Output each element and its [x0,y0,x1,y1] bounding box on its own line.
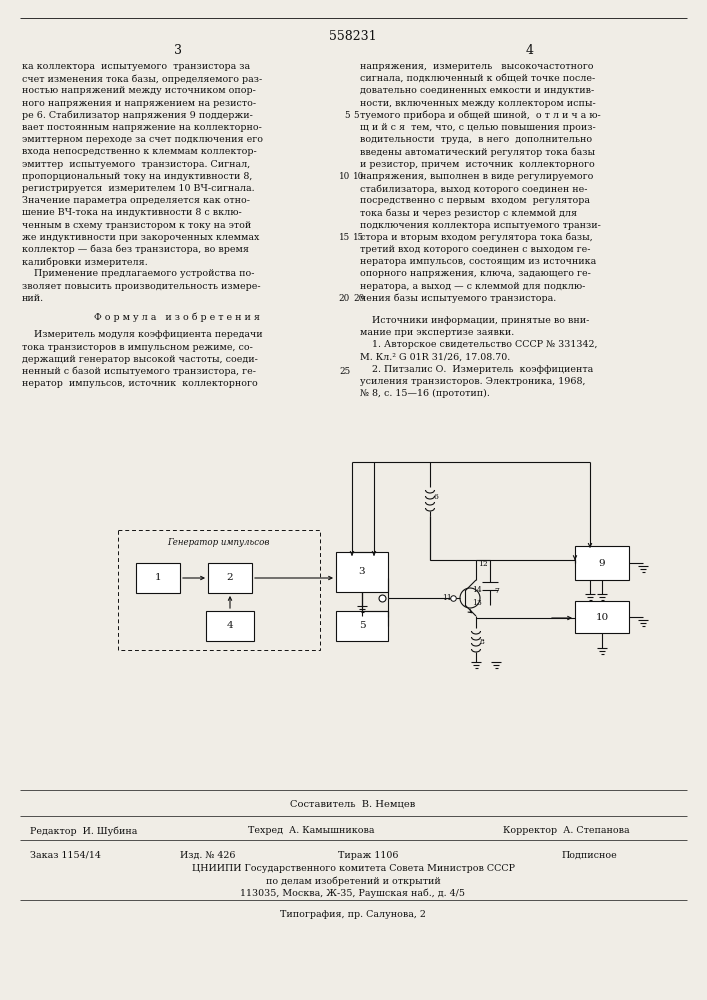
Text: 10: 10 [595,612,609,621]
Text: 3: 3 [358,568,366,576]
Text: Генератор импульсов: Генератор импульсов [167,538,269,547]
Text: тока базы и через резистор с клеммой для: тока базы и через резистор с клеммой для [360,208,577,218]
Text: 6: 6 [434,493,439,501]
Text: 1: 1 [155,574,161,582]
Text: 9: 9 [599,558,605,568]
Text: ного напряжения и напряжением на резисто-: ного напряжения и напряжением на резисто… [22,99,256,108]
Text: 2. Питзалис О.  Измеритель  коэффициента: 2. Питзалис О. Измеритель коэффициента [360,365,593,374]
Text: эмиттерном переходе за счет подключения его: эмиттерном переходе за счет подключения … [22,135,263,144]
Bar [336,552,388,592]
Text: стора и вторым входом регулятора тока базы,: стора и вторым входом регулятора тока ба… [360,233,592,242]
Text: Редактор  И. Шубина: Редактор И. Шубина [30,826,137,836]
Text: Типография, пр. Салунова, 2: Типография, пр. Салунова, 2 [280,910,426,919]
Text: Источники информации, принятые во вни-: Источники информации, принятые во вни- [360,316,590,325]
Text: ченным в схему транзистором к току на этой: ченным в схему транзистором к току на эт… [22,221,251,230]
Text: подключения коллектора испытуемого транзи-: подключения коллектора испытуемого транз… [360,221,601,230]
Bar [136,563,180,593]
Text: Ф о р м у л а   и з о б р е т е н и я: Ф о р м у л а и з о б р е т е н и я [94,312,260,322]
Text: усиления транзисторов. Электроника, 1968,: усиления транзисторов. Электроника, 1968… [360,377,585,386]
Text: введены автоматический регулятор тока базы: введены автоматический регулятор тока ба… [360,147,595,157]
Text: третий вход которого соединен с выходом ге-: третий вход которого соединен с выходом … [360,245,590,254]
Text: опорного напряжения, ключа, задающего ге-: опорного напряжения, ключа, задающего ге… [360,269,591,278]
Text: 20: 20 [339,294,350,303]
Text: ре 6. Стабилизатор напряжения 9 поддержи-: ре 6. Стабилизатор напряжения 9 поддержи… [22,111,253,120]
Text: туемого прибора и общей шиной,  о т л и ч а ю-: туемого прибора и общей шиной, о т л и ч… [360,111,601,120]
Text: Изд. № 426: Изд. № 426 [180,851,235,860]
Text: ненный с базой испытуемого транзистора, ге-: ненный с базой испытуемого транзистора, … [22,367,256,376]
Bar [206,611,254,641]
Text: 13: 13 [472,599,482,607]
Text: 113035, Москва, Ж-35, Раушская наб., д. 4/5: 113035, Москва, Ж-35, Раушская наб., д. … [240,888,465,898]
Text: 14: 14 [472,586,481,594]
Text: № 8, с. 15—16 (прототип).: № 8, с. 15—16 (прототип). [360,389,490,398]
Text: довательно соединенных емкости и индуктив-: довательно соединенных емкости и индукти… [360,86,595,95]
Text: тока транзисторов в импульсном режиме, со-: тока транзисторов в импульсном режиме, с… [22,343,253,352]
Bar [336,611,388,641]
Text: щ и й с я  тем, что, с целью повышения произ-: щ и й с я тем, что, с целью повышения пр… [360,123,596,132]
Text: входа непосредственно к клеммам коллектор-: входа непосредственно к клеммам коллекто… [22,147,257,156]
Text: напряжения,  измеритель   высокочастотного: напряжения, измеритель высокочастотного [360,62,593,71]
Text: ностью напряжений между источником опор-: ностью напряжений между источником опор- [22,86,256,95]
Text: 11: 11 [443,594,452,602]
Text: 4: 4 [227,621,233,631]
Text: 558231: 558231 [329,30,377,43]
Text: Тираж 1106: Тираж 1106 [338,851,399,860]
Text: стабилизатора, выход которого соединен не-: стабилизатора, выход которого соединен н… [360,184,588,194]
Text: пропорциональный току на индуктивности 8,: пропорциональный току на индуктивности 8… [22,172,252,181]
Text: ЦНИИПИ Государственного комитета Совета Министров СССР: ЦНИИПИ Государственного комитета Совета … [192,864,515,873]
Text: Техред  А. Камышникова: Техред А. Камышникова [248,826,375,835]
Text: вает постоянным напряжение на коллекторно-: вает постоянным напряжение на коллекторн… [22,123,262,132]
Text: чения базы испытуемого транзистора.: чения базы испытуемого транзистора. [360,294,556,303]
Text: эмиттер  испытуемого  транзистора. Сигнал,: эмиттер испытуемого транзистора. Сигнал, [22,160,250,169]
Text: ка коллектора  испытуемого  транзистора за: ка коллектора испытуемого транзистора за [22,62,250,71]
Text: по делам изобретений и открытий: по делам изобретений и открытий [266,876,440,886]
Text: 8: 8 [480,638,485,646]
Text: М. Кл.² G 01R 31/26, 17.08.70.: М. Кл.² G 01R 31/26, 17.08.70. [360,352,510,361]
Text: 10: 10 [339,172,350,181]
Text: 7: 7 [494,587,499,595]
Text: Измеритель модуля коэффициента передачи: Измеритель модуля коэффициента передачи [22,330,262,339]
Text: Подписное: Подписное [562,851,618,860]
Text: водительности  труда,  в него  дополнительно: водительности труда, в него дополнительн… [360,135,592,144]
Text: 2: 2 [227,574,233,582]
Text: 5: 5 [353,111,358,120]
Text: Заказ 1154/14: Заказ 1154/14 [30,851,101,860]
Text: шение ВЧ-тока на индуктивности 8 с вклю-: шение ВЧ-тока на индуктивности 8 с вклю- [22,208,242,217]
Text: нератора импульсов, состоящим из источника: нератора импульсов, состоящим из источни… [360,257,596,266]
Text: 20: 20 [353,294,364,303]
Text: ний.: ний. [22,294,44,303]
Text: регистрируется  измерителем 10 ВЧ-сигнала.: регистрируется измерителем 10 ВЧ-сигнала… [22,184,255,193]
Text: сигнала, подключенный к общей точке после-: сигнала, подключенный к общей точке посл… [360,74,595,83]
Text: 15: 15 [353,233,364,242]
Text: 5: 5 [344,111,350,120]
Text: 5: 5 [358,621,366,631]
Text: счет изменения тока базы, определяемого раз-: счет изменения тока базы, определяемого … [22,74,262,84]
Text: нератора, а выход — с клеммой для подклю-: нератора, а выход — с клеммой для подклю… [360,282,585,291]
Text: же индуктивности при закороченных клеммах: же индуктивности при закороченных клемма… [22,233,259,242]
Text: и резистор, причем  источник  коллекторного: и резистор, причем источник коллекторног… [360,160,595,169]
Text: ности, включенных между коллектором испы-: ности, включенных между коллектором испы… [360,99,596,108]
Text: 4: 4 [526,44,534,57]
Text: 15: 15 [339,233,350,242]
Text: 10: 10 [353,172,364,181]
Text: 3: 3 [174,44,182,57]
Bar [575,601,629,633]
Text: коллектор — база без транзистора, во время: коллектор — база без транзистора, во вре… [22,245,249,254]
Text: 25: 25 [339,367,350,376]
Bar [575,546,629,580]
Text: зволяет повысить производительность измере-: зволяет повысить производительность изме… [22,282,261,291]
Text: Применение предлагаемого устройства по-: Применение предлагаемого устройства по- [22,269,255,278]
Text: Составитель  В. Немцев: Составитель В. Немцев [291,800,416,809]
Text: нератор  импульсов, источник  коллекторного: нератор импульсов, источник коллекторног… [22,379,258,388]
Text: Значение параметра определяется как отно-: Значение параметра определяется как отно… [22,196,250,205]
Text: 1. Авторское свидетельство СССР № 331342,: 1. Авторское свидетельство СССР № 331342… [360,340,597,349]
Text: посредственно с первым  входом  регулятора: посредственно с первым входом регулятора [360,196,590,205]
Text: держащий генератор высокой частоты, соеди-: держащий генератор высокой частоты, соед… [22,355,258,364]
Bar [208,563,252,593]
Text: Корректор  А. Степанова: Корректор А. Степанова [503,826,630,835]
Text: мание при экспертизе заявки.: мание при экспертизе заявки. [360,328,514,337]
Text: калибровки измерителя.: калибровки измерителя. [22,257,148,267]
Text: напряжения, выполнен в виде регулируемого: напряжения, выполнен в виде регулируемог… [360,172,593,181]
Text: 12: 12 [478,560,488,568]
